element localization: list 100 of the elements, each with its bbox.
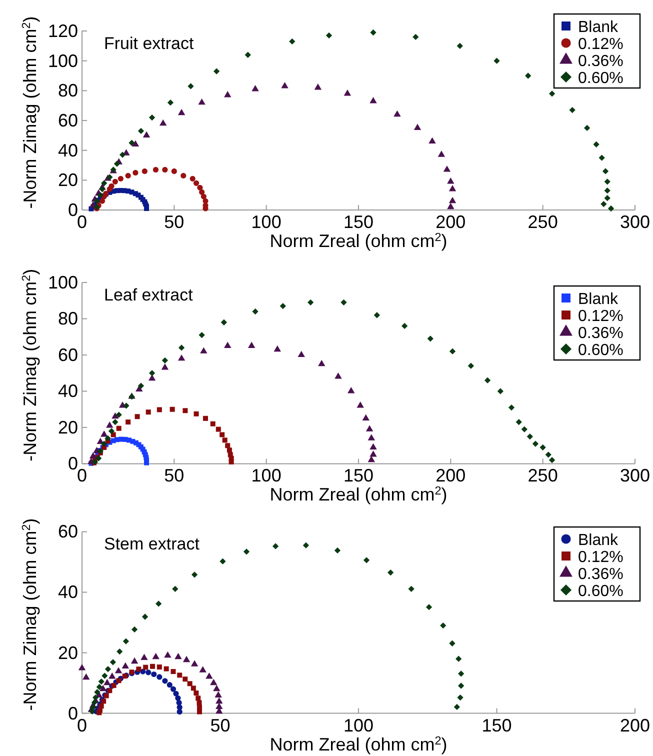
point xyxy=(193,180,200,186)
point xyxy=(449,640,456,646)
point xyxy=(402,322,408,330)
point xyxy=(130,657,138,664)
point xyxy=(220,432,225,438)
point xyxy=(182,656,190,662)
point xyxy=(521,426,528,432)
point xyxy=(468,362,474,369)
point xyxy=(152,652,160,660)
point xyxy=(78,664,86,670)
y-tick-label: 100 xyxy=(48,50,78,71)
point xyxy=(164,651,172,658)
point xyxy=(484,377,491,384)
point xyxy=(143,664,148,670)
x-tick-label: 150 xyxy=(343,466,374,486)
y-tick-label: 40 xyxy=(58,381,78,402)
point xyxy=(119,152,126,158)
point xyxy=(132,170,138,176)
x-tick-label: 50 xyxy=(210,715,230,736)
point xyxy=(112,178,118,184)
point xyxy=(368,456,376,462)
point xyxy=(173,690,179,696)
point xyxy=(248,342,256,348)
point xyxy=(244,52,251,58)
point xyxy=(569,106,576,114)
point xyxy=(370,29,376,36)
point xyxy=(114,667,122,674)
point xyxy=(426,604,432,610)
point xyxy=(516,418,522,426)
point xyxy=(102,672,108,679)
point xyxy=(167,100,174,106)
point xyxy=(428,137,436,144)
point xyxy=(447,177,454,184)
legend-label: 0.12% xyxy=(578,549,624,566)
point xyxy=(214,691,222,698)
point xyxy=(280,302,286,310)
point xyxy=(182,408,188,414)
point xyxy=(162,678,168,684)
point xyxy=(448,184,456,192)
x-tick-label: 150 xyxy=(343,212,374,232)
point xyxy=(216,697,223,704)
x-tick-label: 200 xyxy=(436,212,466,232)
point xyxy=(104,435,111,442)
point xyxy=(370,450,377,457)
point xyxy=(162,166,168,173)
point xyxy=(356,402,364,408)
point xyxy=(156,674,162,680)
y-tick-label: 100 xyxy=(48,272,78,292)
point xyxy=(146,670,152,676)
point xyxy=(545,452,552,458)
point xyxy=(138,382,144,389)
x-tick-label: 100 xyxy=(343,715,374,736)
point xyxy=(172,586,178,592)
point xyxy=(370,443,377,450)
point xyxy=(142,131,150,138)
legend-label: 0.60% xyxy=(578,342,624,359)
point xyxy=(604,188,610,194)
point xyxy=(190,176,196,182)
point xyxy=(188,83,194,90)
point xyxy=(132,140,140,146)
point xyxy=(94,689,100,696)
point xyxy=(142,168,148,174)
point xyxy=(334,372,342,379)
point xyxy=(199,666,206,672)
point xyxy=(206,672,213,679)
point xyxy=(604,194,610,202)
legend-label: 0.36% xyxy=(578,325,624,342)
x-axis-title: Norm Zreal (ohm cm$^{2}$) xyxy=(270,230,448,251)
point xyxy=(82,673,90,680)
legend-label: Blank xyxy=(578,532,620,549)
point xyxy=(608,205,614,212)
point xyxy=(225,443,230,448)
point xyxy=(134,414,140,420)
point xyxy=(194,411,199,416)
point xyxy=(604,178,610,185)
point xyxy=(160,119,167,126)
y-tick-label: 80 xyxy=(58,80,78,101)
chart-title: Fruit extract xyxy=(104,34,194,53)
point xyxy=(394,110,401,117)
point xyxy=(194,690,199,696)
point xyxy=(598,154,605,161)
point xyxy=(458,682,464,689)
point xyxy=(118,176,124,182)
legend-label: Blank xyxy=(578,19,620,36)
point xyxy=(89,708,96,715)
point xyxy=(164,666,169,672)
point xyxy=(89,452,97,459)
point xyxy=(190,686,196,691)
point xyxy=(128,140,135,146)
point xyxy=(340,299,347,306)
point xyxy=(94,198,100,204)
point xyxy=(178,354,186,361)
x-tick-label: 150 xyxy=(482,715,512,736)
point xyxy=(171,168,177,174)
point xyxy=(216,426,221,432)
point xyxy=(363,557,370,564)
point xyxy=(540,444,546,450)
x-tick-label: 200 xyxy=(436,466,466,486)
point xyxy=(104,678,111,686)
point xyxy=(272,543,279,550)
